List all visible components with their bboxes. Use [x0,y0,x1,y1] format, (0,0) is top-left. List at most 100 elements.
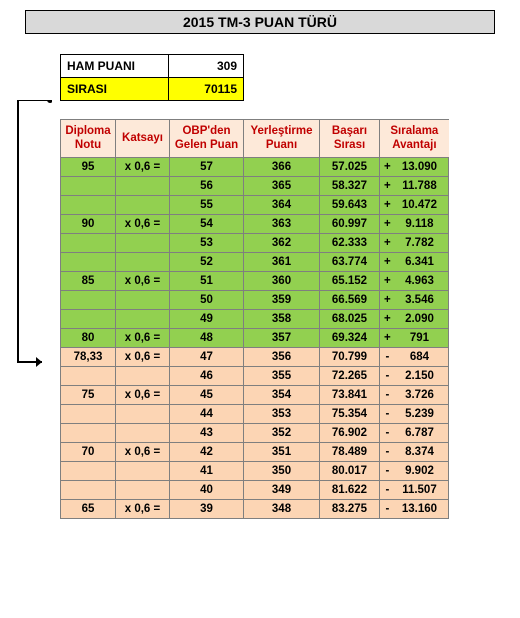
cell-yerlestirme: 356 [244,348,320,367]
cell-katsayi: x 0,6 = [116,386,170,405]
cell-diploma [61,481,116,500]
cell-obp: 52 [170,253,244,272]
table-row: 95x 0,6 =5736657.025+13.090 [61,158,449,177]
cell-diploma [61,462,116,481]
connector-arrow-icon [12,100,52,380]
cell-advantage: 6.341 [395,253,449,272]
cell-advantage: 11.788 [395,177,449,196]
cell-advantage: 3.546 [395,291,449,310]
cell-diploma [61,405,116,424]
table-row: 65x 0,6 =3934883.275-13.160 [61,500,449,519]
cell-katsayi: x 0,6 = [116,329,170,348]
table-row: 5336262.333+7.782 [61,234,449,253]
cell-obp: 39 [170,500,244,519]
cell-advantage: 13.160 [395,500,449,519]
cell-advantage: 7.782 [395,234,449,253]
cell-advantage: 684 [395,348,449,367]
cell-katsayi: x 0,6 = [116,215,170,234]
cell-obp: 57 [170,158,244,177]
cell-katsayi: x 0,6 = [116,500,170,519]
cell-sign: + [380,253,395,272]
cell-advantage: 8.374 [395,443,449,462]
cell-sign: - [380,500,395,519]
cell-basari: 78.489 [320,443,380,462]
cell-basari: 65.152 [320,272,380,291]
cell-advantage: 5.239 [395,405,449,424]
cell-yerlestirme: 349 [244,481,320,500]
cell-yerlestirme: 361 [244,253,320,272]
cell-katsayi [116,177,170,196]
cell-katsayi [116,462,170,481]
cell-sign: - [380,405,395,424]
col-basari: Başarı Sırası [320,120,380,158]
cell-basari: 72.265 [320,367,380,386]
cell-basari: 57.025 [320,158,380,177]
ham-value: 309 [169,55,244,78]
cell-sign: + [380,310,395,329]
cell-diploma: 78,33 [61,348,116,367]
cell-basari: 81.622 [320,481,380,500]
cell-diploma [61,196,116,215]
col-katsayi: Katsayı [116,120,170,158]
cell-katsayi: x 0,6 = [116,158,170,177]
cell-basari: 60.997 [320,215,380,234]
cell-diploma [61,424,116,443]
cell-diploma: 75 [61,386,116,405]
table-row: 4335276.902-6.787 [61,424,449,443]
cell-sign: - [380,481,395,500]
cell-yerlestirme: 348 [244,500,320,519]
cell-basari: 63.774 [320,253,380,272]
table-row: 4435375.354-5.239 [61,405,449,424]
cell-advantage: 4.963 [395,272,449,291]
cell-obp: 50 [170,291,244,310]
cell-basari: 80.017 [320,462,380,481]
cell-obp: 45 [170,386,244,405]
cell-sign: - [380,424,395,443]
cell-diploma: 95 [61,158,116,177]
cell-katsayi [116,481,170,500]
table-row: 85x 0,6 =5136065.152+4.963 [61,272,449,291]
cell-obp: 40 [170,481,244,500]
col-yerlestirme: Yerleştirme Puanı [244,120,320,158]
cell-diploma [61,234,116,253]
cell-sign: - [380,462,395,481]
cell-obp: 41 [170,462,244,481]
cell-yerlestirme: 352 [244,424,320,443]
cell-advantage: 791 [395,329,449,348]
cell-yerlestirme: 354 [244,386,320,405]
cell-sign: + [380,196,395,215]
cell-diploma [61,253,116,272]
cell-obp: 42 [170,443,244,462]
page-title: 2015 TM-3 PUAN TÜRÜ [25,10,495,34]
sira-label: SIRASI [61,78,169,101]
cell-diploma: 70 [61,443,116,462]
cell-katsayi: x 0,6 = [116,443,170,462]
cell-katsayi [116,253,170,272]
cell-obp: 43 [170,424,244,443]
cell-diploma [61,367,116,386]
table-row: 4635572.265-2.150 [61,367,449,386]
cell-diploma: 80 [61,329,116,348]
cell-basari: 70.799 [320,348,380,367]
col-diploma: Diploma Notu [61,120,116,158]
col-siralama: Sıralama Avantajı [380,120,449,158]
table-row: 5236163.774+6.341 [61,253,449,272]
cell-diploma [61,177,116,196]
table-row: 4935868.025+2.090 [61,310,449,329]
cell-sign: + [380,329,395,348]
sira-value: 70115 [169,78,244,101]
cell-advantage: 3.726 [395,386,449,405]
cell-yerlestirme: 363 [244,215,320,234]
table-row: 75x 0,6 =4535473.841-3.726 [61,386,449,405]
cell-yerlestirme: 359 [244,291,320,310]
cell-basari: 76.902 [320,424,380,443]
cell-advantage: 2.150 [395,367,449,386]
cell-basari: 83.275 [320,500,380,519]
ham-label: HAM PUANI [61,55,169,78]
cell-yerlestirme: 360 [244,272,320,291]
table-row: 90x 0,6 =5436360.997+9.118 [61,215,449,234]
cell-basari: 75.354 [320,405,380,424]
col-obp: OBP'den Gelen Puan [170,120,244,158]
cell-katsayi [116,367,170,386]
table-row: 78,33x 0,6 =4735670.799-684 [61,348,449,367]
